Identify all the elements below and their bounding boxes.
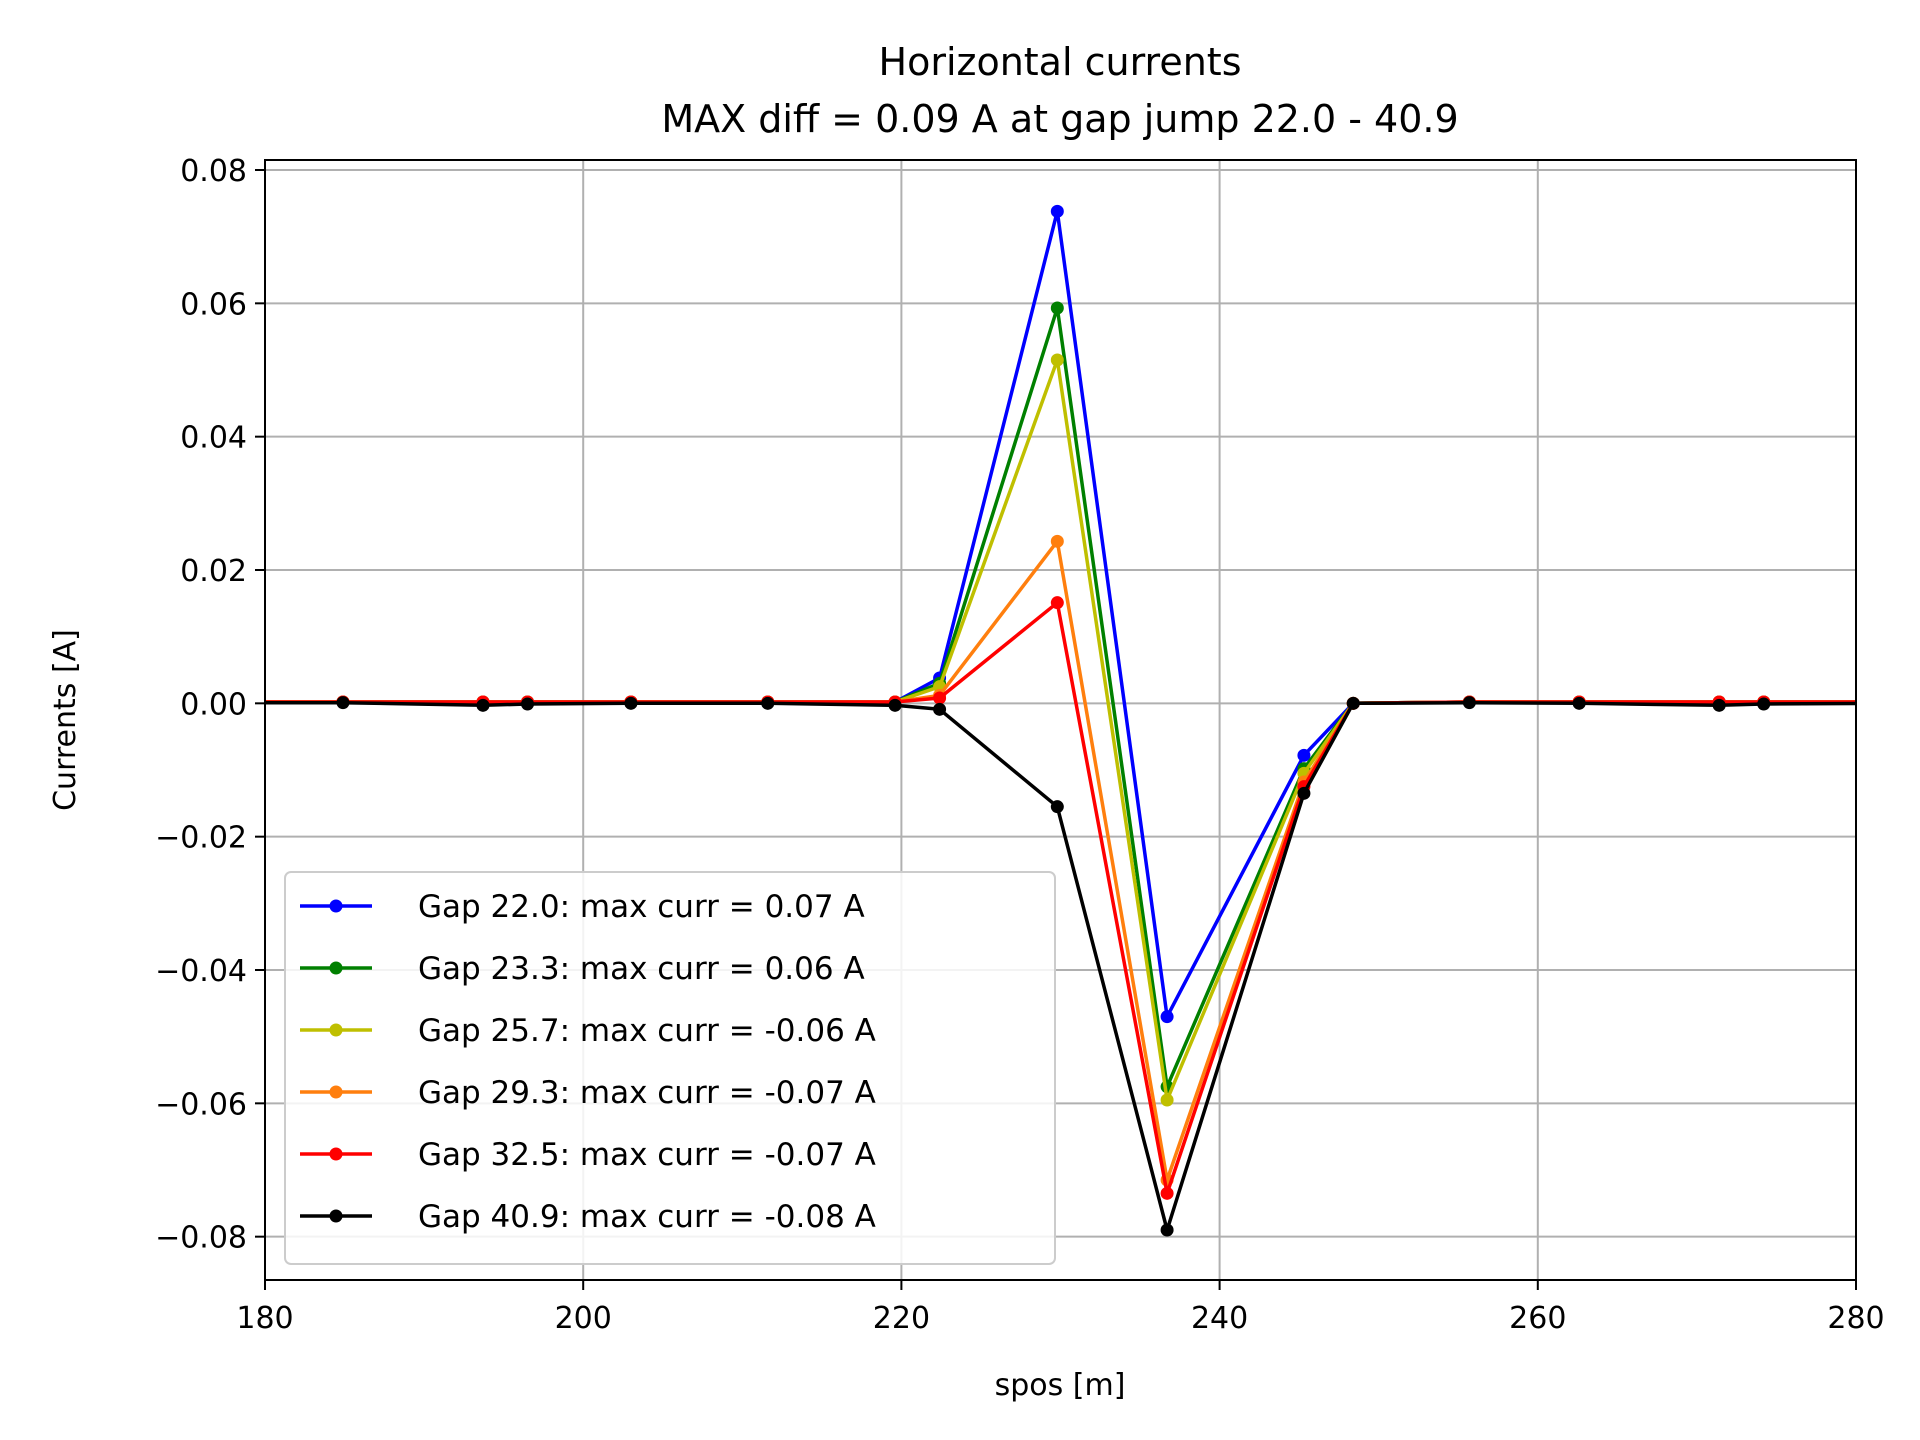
x-tick-label: 260: [1509, 1301, 1566, 1336]
data-point: [1297, 748, 1311, 762]
legend: Gap 22.0: max curr = 0.07 A Gap 23.3: max…: [284, 871, 1056, 1265]
y-tick-label: 0.06: [180, 287, 247, 322]
y-axis: 0.08 0.06 0.04 0.02 0.00 −0.02 −0.04 −0.06 −0.08: [155, 154, 265, 1256]
legend-box: [284, 871, 1056, 1265]
y-tick-label: −0.02: [155, 821, 247, 856]
y-tick-label: 0.08: [180, 154, 247, 189]
data-point: [1712, 698, 1726, 712]
y-tick-label: −0.08: [155, 1221, 247, 1256]
data-point: [521, 697, 535, 711]
data-point: [1050, 596, 1064, 610]
legend-marker: [329, 899, 343, 913]
y-axis-label: Currents [A]: [48, 629, 83, 811]
data-point: [888, 698, 902, 712]
data-point: [933, 702, 947, 716]
legend-label: Gap 25.7: max curr = -0.06 A: [418, 1013, 876, 1049]
data-point: [933, 691, 947, 705]
axes-frame: [264, 159, 1857, 1281]
x-axis-label: spos [m]: [995, 1368, 1126, 1403]
data-point: [1050, 204, 1064, 218]
y-tick-label: 0.04: [180, 421, 247, 456]
y-tick-label: −0.04: [155, 954, 247, 989]
data-point: [761, 696, 775, 710]
data-point: [1160, 1010, 1174, 1024]
data-point: [1572, 696, 1586, 710]
data-point: [336, 696, 350, 710]
legend-label: Gap 29.3: max curr = -0.07 A: [418, 1075, 876, 1111]
data-point: [1050, 800, 1064, 814]
data-point: [624, 696, 638, 710]
legend-marker: [329, 1023, 343, 1037]
data-point: [1050, 301, 1064, 315]
data-point: [1050, 534, 1064, 548]
data-point: [476, 698, 490, 712]
data-point: [1160, 1223, 1174, 1237]
x-tick-label: 180: [236, 1301, 293, 1336]
data-point: [1757, 697, 1771, 711]
legend-label: Gap 23.3: max curr = 0.06 A: [418, 951, 865, 987]
x-tick-label: 240: [1191, 1301, 1248, 1336]
chart-subtitle: MAX diff = 0.09 A at gap jump 22.0 - 40.…: [661, 97, 1458, 141]
y-tick-label: 0.02: [180, 554, 247, 589]
x-axis: 180 200 220 240 260 280: [236, 1280, 1885, 1336]
data-point: [1346, 696, 1360, 710]
x-tick-label: 220: [873, 1301, 930, 1336]
y-tick-label: −0.06: [155, 1087, 247, 1122]
chart-title: Horizontal currents: [879, 40, 1242, 84]
x-tick-label: 280: [1827, 1301, 1884, 1336]
plot-area: [265, 204, 1856, 1237]
y-tick-label: 0.00: [180, 687, 247, 722]
legend-marker: [329, 961, 343, 975]
x-tick-label: 200: [555, 1301, 612, 1336]
data-point: [1297, 786, 1311, 800]
legend-label: Gap 22.0: max curr = 0.07 A: [418, 889, 865, 925]
legend-label: Gap 32.5: max curr = -0.07 A: [418, 1137, 876, 1173]
legend-marker: [329, 1147, 343, 1161]
data-point: [1462, 696, 1476, 710]
data-point: [1160, 1186, 1174, 1200]
data-point: [1160, 1093, 1174, 1107]
legend-marker: [329, 1085, 343, 1099]
legend-marker: [329, 1209, 343, 1223]
series-6: [265, 696, 1856, 1237]
legend-label: Gap 40.9: max curr = -0.08 A: [418, 1199, 876, 1235]
data-point: [1050, 353, 1064, 367]
